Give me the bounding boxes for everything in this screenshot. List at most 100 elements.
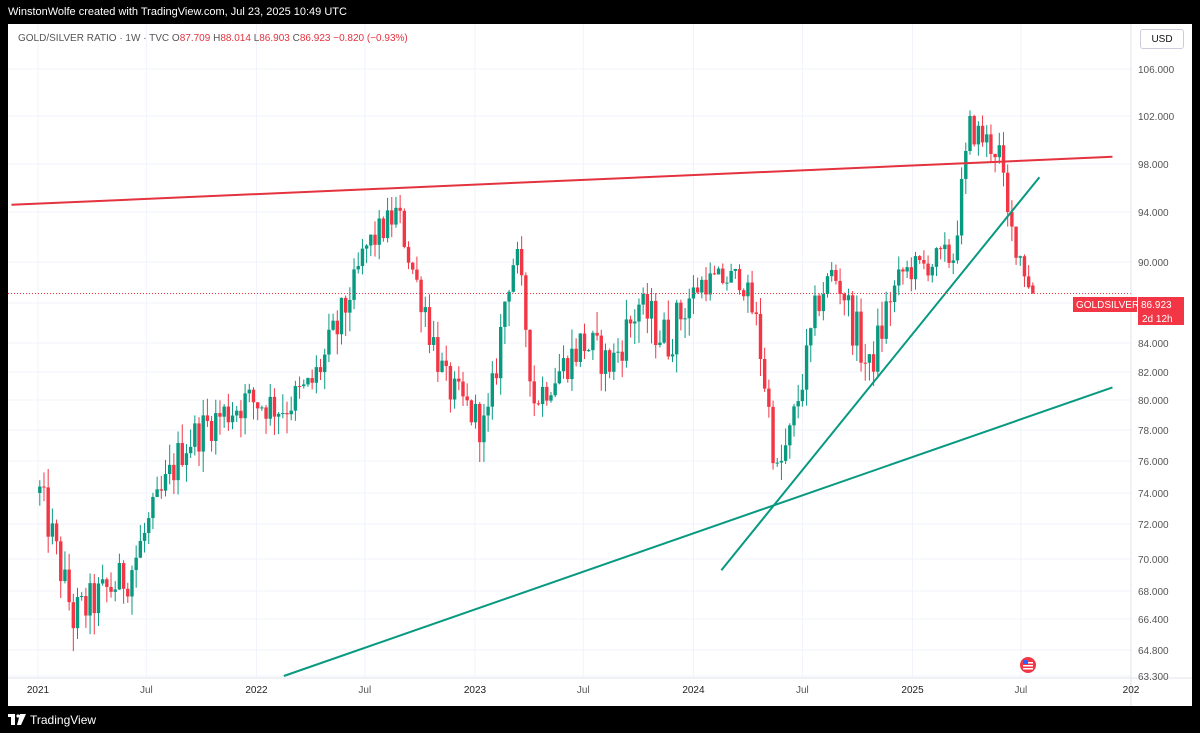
time-axis[interactable]: 2021 Jul 2022 Jul 2023 Jul 2024 Jul 2025 Jul 202 — [27, 685, 1140, 696]
candle-body — [947, 244, 951, 263]
x-tick-label: 2024 — [682, 685, 705, 696]
price-tag-price: 86.923 — [1141, 300, 1172, 311]
candle-body — [591, 332, 595, 351]
x-tick-label: Jul — [140, 685, 153, 696]
price-tag-price-bg — [1138, 297, 1184, 312]
y-tick-label: 70.000 — [1138, 555, 1169, 566]
legend-low: 86.903 — [259, 33, 290, 44]
candle-body — [59, 541, 63, 582]
candle-body — [855, 311, 859, 346]
candle-body — [323, 354, 327, 373]
candle-body — [897, 269, 901, 286]
candle-body — [423, 307, 427, 313]
candle-body — [494, 373, 499, 379]
candle-body — [310, 378, 314, 383]
candle-body — [478, 403, 482, 443]
candle-body — [913, 256, 918, 280]
candle-body — [42, 486, 46, 488]
legend-open-label: O — [171, 33, 180, 44]
candle-body — [193, 423, 197, 447]
candle-body — [218, 413, 222, 417]
candle-body — [880, 325, 884, 339]
price-tag-symbol: GOLDSILVER — [1076, 300, 1139, 311]
candle-body — [779, 460, 784, 463]
currency-button[interactable]: USD — [1140, 29, 1184, 49]
candle-body — [159, 489, 164, 491]
candles — [38, 110, 1035, 652]
legend-open: 87.709 — [179, 33, 211, 44]
candle-body — [293, 386, 298, 411]
grid — [8, 24, 1132, 678]
candle-body — [783, 445, 788, 461]
tradingview-logo[interactable]: TradingView — [8, 713, 96, 727]
candle-body — [503, 301, 507, 327]
candle-body — [930, 266, 934, 276]
chart-frame[interactable]: 106.000102.00098.00094.00090.00086.00084… — [8, 24, 1192, 706]
y-tick-label: 90.000 — [1138, 258, 1169, 269]
candle-body — [918, 256, 922, 261]
candle-body — [151, 496, 155, 519]
candle-body — [637, 304, 641, 322]
candle-body — [490, 373, 495, 407]
y-tick-label: 98.000 — [1138, 160, 1169, 171]
x-tick-label: 202 — [1123, 685, 1140, 696]
y-tick-label: 84.000 — [1138, 339, 1169, 350]
x-tick-label: 2022 — [245, 685, 268, 696]
candle-body — [448, 366, 453, 400]
y-tick-label: 64.800 — [1138, 646, 1169, 657]
candle-body — [733, 269, 738, 271]
candle-body — [737, 269, 742, 291]
candle-body — [838, 280, 842, 295]
trendline-support-long[interactable] — [283, 386, 1113, 677]
candle-body — [243, 393, 247, 419]
candle-body — [318, 367, 323, 373]
price-chart[interactable]: 106.000102.00098.00094.00090.00086.00084… — [8, 24, 1192, 706]
candle-body — [788, 425, 792, 446]
candle-body — [38, 486, 42, 493]
candle-body — [603, 350, 608, 374]
x-tick-label: Jul — [358, 685, 371, 696]
us-flag-icon[interactable] — [1020, 657, 1036, 673]
candle-body — [557, 371, 562, 384]
candle-body — [976, 125, 981, 145]
candle-body — [578, 333, 583, 362]
candle-body — [582, 333, 587, 352]
candle-body — [222, 406, 226, 417]
candle-body — [616, 351, 620, 353]
price-tag: GOLDSILVER 86.923 2d 12h — [1073, 297, 1184, 325]
candle-body — [821, 294, 826, 312]
candle-body — [457, 378, 461, 382]
candle-body — [800, 389, 805, 402]
candle-body — [461, 381, 465, 397]
candle-body — [96, 583, 101, 614]
candle-body — [645, 293, 650, 319]
footer-bar: TradingView — [0, 706, 1200, 733]
attribution-bar: WinstonWolfe created with TradingView.co… — [0, 0, 1200, 24]
candle-body — [105, 579, 109, 587]
trendline-resistance[interactable] — [11, 155, 1113, 206]
candle-body — [297, 386, 302, 388]
candle-body — [863, 362, 867, 364]
candle-body — [804, 345, 809, 390]
y-tick-label: 78.000 — [1138, 426, 1169, 437]
candle-body — [532, 381, 536, 404]
trendline-support-steep[interactable] — [720, 176, 1041, 571]
y-tick-label: 63.300 — [1138, 672, 1169, 683]
candle-body — [415, 269, 419, 280]
price-axis[interactable]: 106.000102.00098.00094.00090.00086.00084… — [1138, 65, 1175, 683]
candle-body — [729, 270, 733, 283]
candle-body — [959, 178, 964, 236]
candle-body — [892, 285, 897, 303]
candle-body — [607, 350, 612, 372]
candle-body — [624, 319, 629, 361]
candle-body — [67, 569, 71, 603]
candle-body — [339, 297, 344, 335]
candle-body — [79, 596, 84, 598]
attribution-text: WinstonWolfe created with TradingView.co… — [8, 6, 347, 18]
candle-body — [235, 410, 239, 416]
candle-body — [390, 210, 394, 225]
candle-body — [109, 586, 113, 592]
candle-body — [482, 415, 486, 443]
candle-body — [507, 291, 511, 302]
price-tag-countdown: 2d 12h — [1142, 314, 1173, 325]
